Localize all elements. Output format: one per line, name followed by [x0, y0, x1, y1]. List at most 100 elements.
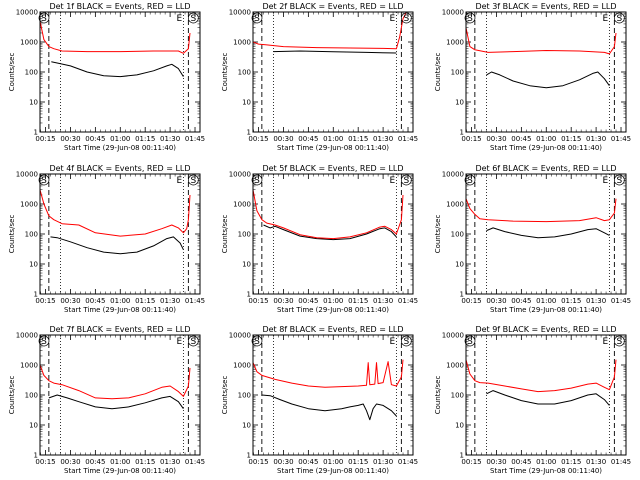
start-marker-ring: [188, 174, 199, 186]
y-tick-label: 100: [238, 69, 251, 77]
series-lld-line: [39, 364, 191, 400]
start-marker-ring: [188, 12, 199, 24]
start-marker: S: [190, 337, 196, 347]
y-tick-label: 10000: [16, 332, 38, 340]
x-tick-label: 00:15: [35, 135, 55, 143]
x-tick-label: 01:15: [348, 297, 368, 305]
y-tick-label: 10000: [16, 9, 38, 17]
x-tick-label: 00:15: [461, 135, 481, 143]
x-tick-label: 00:15: [248, 458, 268, 466]
x-tick-label: 00:45: [85, 458, 105, 466]
start-marker: S: [254, 176, 260, 186]
x-tick-label: 01:00: [110, 297, 130, 305]
y-tick-label: 10: [242, 261, 251, 269]
panel-5: Det 5f BLACK = Events, RED = LLD Counts/s…: [221, 164, 418, 314]
panel-3: Det 3f BLACK = Events, RED = LLD Counts/s…: [434, 2, 631, 152]
plot-frame: [252, 11, 414, 133]
x-tick-label: 01:00: [536, 458, 556, 466]
start-marker: S: [403, 337, 409, 347]
x-tick-label: 01:30: [160, 135, 180, 143]
y-tick-label: 10000: [442, 332, 464, 340]
x-tick-label: 01:30: [586, 297, 606, 305]
series-lld-line: [465, 27, 617, 55]
start-marker-ring: [464, 12, 476, 24]
x-tick-label: 01:30: [160, 458, 180, 466]
x-tick-label: 01:45: [185, 135, 205, 143]
start-marker: S: [41, 176, 47, 186]
y-tick-label: 1: [34, 291, 38, 299]
y-tick-label: 1: [247, 129, 251, 137]
x-tick-label: 01:15: [561, 297, 581, 305]
x-tick-label: 01:45: [611, 135, 631, 143]
y-tick-label: 1000: [233, 362, 251, 370]
x-tick-label: 00:45: [85, 297, 105, 305]
x-tick-label: 01:00: [323, 458, 343, 466]
y-tick-label: 1000: [233, 39, 251, 47]
start-marker-ring: [614, 12, 625, 24]
start-marker-ring: [38, 335, 50, 347]
x-tick-label: 01:45: [611, 458, 631, 466]
panel-title: Det 8f BLACK = Events, RED = LLD: [262, 325, 403, 334]
x-tick-label: 01:15: [348, 458, 368, 466]
x-tick-label: 00:15: [248, 297, 268, 305]
y-tick-label: 10: [29, 261, 38, 269]
x-tick-label: 00:15: [461, 297, 481, 305]
start-marker: S: [467, 14, 473, 24]
panel-title: Det 6f BLACK = Events, RED = LLD: [475, 164, 616, 173]
y-tick-label: 1000: [446, 201, 464, 209]
x-tick-label: 01:30: [373, 297, 393, 305]
x-tick-label: 00:30: [486, 297, 506, 305]
series-lld-line: [465, 198, 617, 223]
start-marker: S: [254, 14, 260, 24]
x-axis-label: Start Time (29-Jun-08 00:11:40): [277, 306, 389, 314]
plot-frame: [39, 11, 201, 133]
y-tick-label: 10000: [16, 171, 38, 179]
x-tick-label: 01:00: [323, 297, 343, 305]
y-axis-label: Counts/sec: [221, 215, 229, 254]
end-marker: E: [603, 176, 609, 186]
x-tick-label: 01:00: [110, 458, 130, 466]
x-tick-label: 01:15: [135, 297, 155, 305]
y-tick-label: 100: [451, 69, 464, 77]
x-tick-label: 00:45: [298, 297, 318, 305]
end-marker: E: [177, 176, 183, 186]
y-tick-label: 1: [34, 452, 38, 460]
y-tick-label: 1000: [20, 39, 38, 47]
plot-frame: [465, 334, 627, 456]
end-marker: E: [390, 176, 396, 186]
x-tick-label: 00:45: [511, 297, 531, 305]
y-tick-label: 10: [455, 261, 464, 269]
series-lld-line: [39, 189, 191, 237]
y-tick-label: 100: [25, 69, 38, 77]
y-axis-label: Counts/sec: [434, 376, 442, 415]
series-events-line: [48, 394, 184, 410]
start-marker-ring: [401, 174, 412, 186]
start-marker-ring: [38, 12, 50, 24]
y-tick-label: 1: [247, 452, 251, 460]
x-tick-label: 00:15: [35, 458, 55, 466]
y-tick-label: 1: [34, 129, 38, 137]
y-tick-label: 1: [460, 129, 464, 137]
end-marker: E: [177, 14, 183, 24]
series-lld-line: [252, 189, 404, 240]
x-tick-label: 00:30: [60, 458, 80, 466]
series-events-line: [273, 50, 397, 54]
x-axis-label: Start Time (29-Jun-08 00:11:40): [64, 467, 176, 475]
x-tick-label: 01:45: [398, 297, 418, 305]
panel-title: Det 3f BLACK = Events, RED = LLD: [475, 2, 616, 11]
panel-7: Det 7f BLACK = Events, RED = LLD Counts/s…: [8, 325, 205, 475]
series-events-line: [486, 71, 610, 89]
panel-title: Det 1f BLACK = Events, RED = LLD: [49, 2, 190, 11]
x-tick-label: 01:15: [135, 135, 155, 143]
x-tick-label: 00:45: [298, 458, 318, 466]
y-tick-label: 1000: [446, 39, 464, 47]
series-lld-line: [465, 359, 617, 393]
start-marker-ring: [614, 335, 625, 347]
y-tick-label: 10: [29, 422, 38, 430]
x-tick-label: 00:30: [486, 458, 506, 466]
y-axis-label: Counts/sec: [8, 53, 16, 92]
panel-title: Det 4f BLACK = Events, RED = LLD: [49, 164, 190, 173]
x-tick-label: 00:30: [273, 458, 293, 466]
end-marker: E: [177, 337, 183, 347]
series-events-line: [486, 227, 610, 239]
